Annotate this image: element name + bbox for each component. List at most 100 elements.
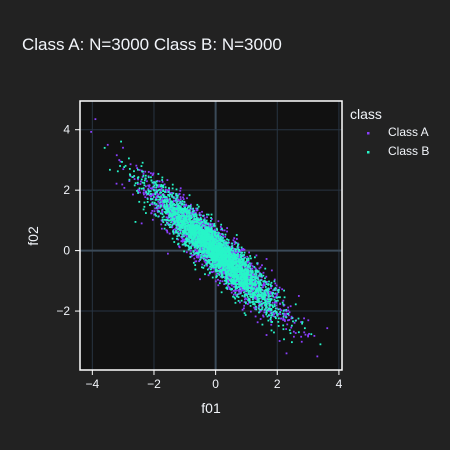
data-point (177, 199, 180, 202)
data-point (148, 190, 151, 193)
data-point (154, 204, 157, 206)
data-point (142, 188, 145, 191)
data-point (230, 287, 233, 290)
data-point (137, 190, 140, 193)
data-point (137, 188, 140, 191)
data-point (274, 316, 277, 318)
data-point (212, 266, 215, 269)
data-point (142, 189, 145, 192)
data-point (187, 224, 190, 227)
data-point (265, 275, 268, 278)
data-point (200, 256, 203, 258)
data-point (283, 314, 285, 317)
data-point (260, 273, 263, 276)
data-point (262, 286, 264, 289)
data-point (246, 261, 249, 264)
data-point (162, 201, 165, 204)
data-point (181, 203, 184, 206)
data-point (171, 217, 174, 220)
data-point (265, 304, 268, 307)
data-point (225, 277, 228, 280)
data-point (274, 289, 277, 292)
data-point (239, 292, 242, 295)
data-point (249, 264, 252, 266)
data-point (176, 223, 179, 226)
data-point (237, 244, 239, 247)
data-point (238, 266, 241, 269)
data-point (226, 286, 228, 289)
data-point (229, 277, 232, 280)
data-point (245, 275, 248, 278)
data-point (217, 284, 220, 287)
data-point (257, 295, 259, 297)
data-point (197, 218, 200, 221)
data-point (245, 264, 248, 267)
data-point (121, 183, 124, 186)
data-point (155, 214, 157, 217)
data-point (172, 199, 175, 202)
data-point (227, 272, 229, 274)
data-point (237, 251, 240, 254)
data-point (182, 193, 185, 196)
data-point (123, 186, 126, 189)
data-point (172, 232, 175, 235)
data-point (151, 186, 154, 189)
data-point (208, 222, 211, 225)
data-point (272, 306, 274, 309)
data-point (164, 207, 166, 210)
data-point (208, 253, 211, 256)
data-point (239, 249, 242, 252)
data-point (233, 279, 236, 281)
data-point (226, 260, 229, 263)
data-point (179, 189, 182, 192)
data-point (209, 220, 212, 222)
data-point (233, 247, 235, 250)
data-point (259, 273, 262, 275)
data-point (213, 236, 216, 239)
data-point (286, 323, 289, 326)
data-point (151, 187, 153, 190)
data-point (183, 232, 186, 235)
data-point (215, 236, 218, 239)
data-point (195, 243, 198, 246)
data-point (234, 301, 237, 304)
data-point (272, 311, 275, 314)
data-point (151, 203, 154, 206)
data-point (173, 212, 175, 215)
data-point (260, 309, 263, 312)
data-point (227, 283, 230, 285)
data-point (273, 305, 276, 308)
data-point (159, 207, 161, 209)
data-point (178, 206, 181, 209)
data-point (161, 202, 164, 205)
data-point (155, 203, 158, 206)
data-point (261, 284, 264, 287)
data-point (203, 217, 206, 220)
data-point (165, 219, 168, 222)
data-point (260, 291, 263, 294)
data-point (243, 298, 246, 301)
data-point (230, 288, 233, 291)
data-point (148, 194, 151, 197)
data-point (151, 210, 154, 212)
data-point (252, 303, 255, 306)
data-point (215, 243, 218, 245)
data-point (166, 231, 169, 234)
data-point (183, 200, 186, 203)
data-point (160, 194, 162, 197)
data-point (212, 230, 215, 233)
data-point (285, 315, 287, 317)
data-point (183, 225, 186, 228)
data-point (273, 298, 276, 301)
data-point (276, 292, 279, 295)
data-point (206, 248, 209, 251)
data-point (147, 171, 150, 173)
data-point (276, 307, 278, 310)
data-point (249, 272, 252, 274)
data-point (190, 255, 193, 258)
data-point (254, 297, 257, 300)
data-point (197, 256, 200, 259)
data-point (253, 302, 256, 305)
data-point (173, 211, 176, 214)
data-point (175, 217, 178, 220)
